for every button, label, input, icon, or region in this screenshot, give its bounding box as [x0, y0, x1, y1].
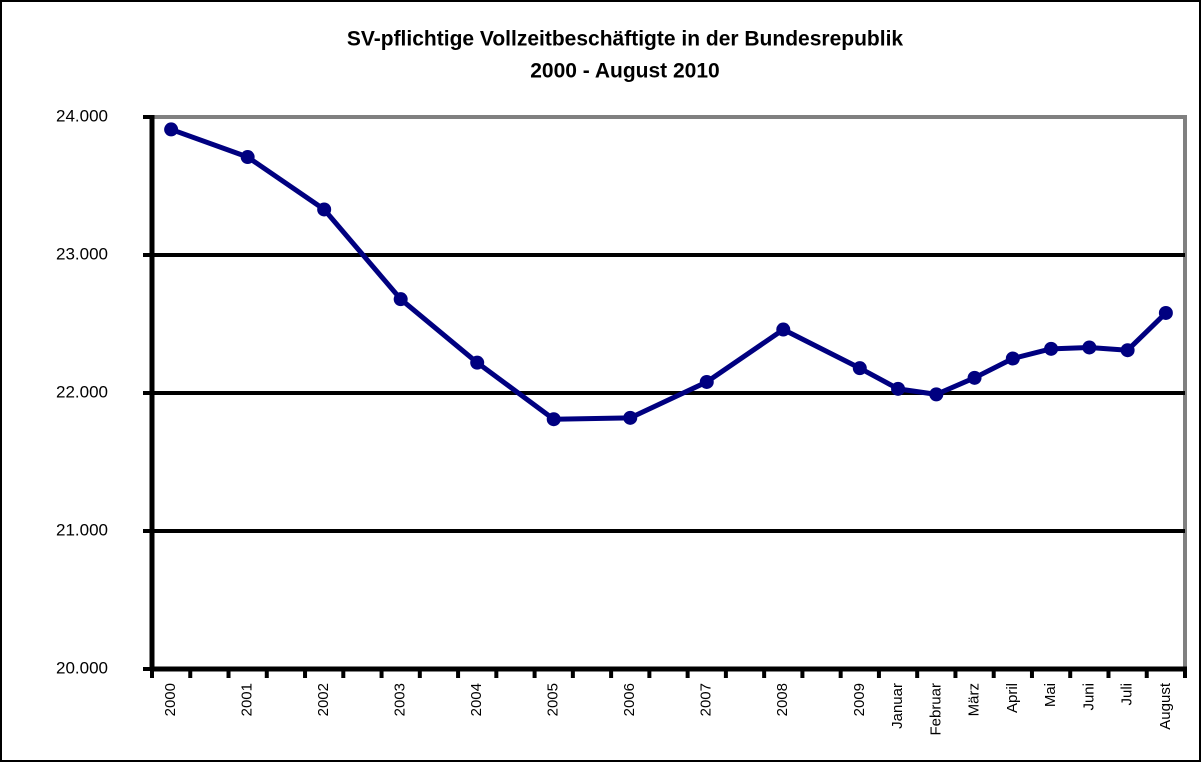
line-segment — [321, 206, 404, 302]
x-tick-label: 2009 — [851, 683, 868, 716]
point — [929, 387, 944, 402]
x-tick-label: April — [1004, 683, 1021, 713]
line-segment — [398, 296, 480, 366]
x-tick-label: 2005 — [545, 683, 562, 716]
line-segment — [857, 365, 901, 392]
x-tick-label: 2007 — [698, 683, 715, 716]
point — [1044, 341, 1059, 356]
line-segment — [704, 327, 786, 385]
point — [1005, 351, 1020, 366]
x-tick-label: 2006 — [621, 683, 638, 716]
point — [1082, 340, 1097, 355]
x-tick-label: Januar — [889, 683, 906, 729]
line-segment — [245, 154, 327, 212]
line-segment — [627, 379, 710, 421]
x-tick-label: März — [966, 683, 983, 716]
line-segment — [551, 415, 633, 422]
point — [623, 410, 638, 425]
x-tick-label: 2003 — [392, 683, 409, 716]
x-tick-label: Juli — [1119, 683, 1136, 706]
point — [852, 361, 867, 376]
x-tick-label: 2001 — [239, 683, 256, 716]
line-segment — [972, 356, 1016, 381]
chart-title: SV-pflichtige Vollzeitbeschäftigte in de… — [347, 28, 904, 51]
point — [240, 150, 255, 165]
point — [776, 322, 791, 337]
line-segment — [1125, 310, 1169, 353]
line-segment — [168, 126, 251, 160]
point — [1158, 305, 1173, 320]
x-tick-label: Juni — [1080, 683, 1097, 711]
x-tick-label: Mai — [1042, 683, 1059, 707]
x-tick-label: Februar — [927, 683, 944, 736]
x-tick-label: 2004 — [468, 683, 485, 716]
point — [699, 374, 714, 389]
chart-subtitle: 2000 - August 2010 — [530, 60, 719, 83]
x-tick-label: 2008 — [774, 683, 791, 716]
point — [967, 370, 982, 385]
point — [891, 381, 906, 396]
y-tick-label: 21.000 — [56, 520, 108, 539]
y-tick-label: 23.000 — [56, 244, 108, 263]
point — [393, 292, 408, 307]
x-tick-label: 2000 — [162, 683, 179, 716]
line-segment — [474, 360, 557, 422]
point — [470, 355, 485, 370]
point — [1120, 343, 1135, 358]
point — [317, 202, 332, 217]
y-tick-label: 22.000 — [56, 382, 108, 401]
x-tick-label: 2002 — [315, 683, 332, 716]
x-tick-label: August — [1157, 682, 1174, 730]
point — [546, 412, 561, 427]
point — [164, 122, 179, 137]
y-tick-label: 24.000 — [56, 106, 108, 125]
line-segment — [780, 327, 863, 371]
y-tick-label: 20.000 — [56, 658, 108, 677]
